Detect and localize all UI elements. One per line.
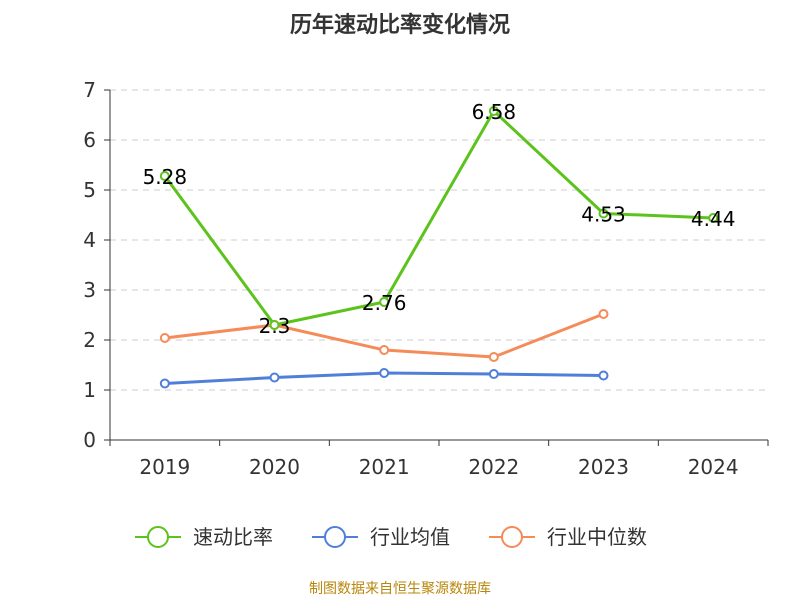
data-point[interactable] <box>708 213 719 223</box>
data-point[interactable] <box>598 370 609 381</box>
y-tick-label: 1 <box>83 378 96 402</box>
grid-lines <box>110 89 768 391</box>
x-tick-label: 2023 <box>578 455 629 479</box>
x-tick-label: 2020 <box>249 455 300 479</box>
y-tick-label: 7 <box>83 78 96 102</box>
data-point[interactable] <box>159 378 170 389</box>
x-tick-label: 2019 <box>139 455 190 479</box>
legend-label: 行业中位数 <box>547 525 647 549</box>
data-point[interactable] <box>269 372 280 383</box>
legend-marker <box>501 526 523 548</box>
axes: 0 1 2 3 4 5 6 7 2019 2020 2021 2022 2023 2024 <box>83 78 769 479</box>
data-point[interactable] <box>269 320 280 330</box>
data-label: 4.53 <box>581 203 626 227</box>
data-label: 6.58 <box>472 100 517 124</box>
y-tick-label: 3 <box>83 278 96 302</box>
legend-item[interactable]: 行业中位数 <box>489 525 647 549</box>
y-tick-label: 6 <box>83 128 96 152</box>
series-line <box>163 109 714 327</box>
legend[interactable]: 速动比率 行业均值 行业中位数 <box>135 525 647 549</box>
data-point[interactable] <box>488 369 499 379</box>
y-tick-label: 2 <box>83 328 96 352</box>
legend-item[interactable]: 速动比率 <box>135 525 273 549</box>
data-labels: 5.28 2.3 2.76 6.58 4.53 4.44 <box>143 100 736 338</box>
legend-marker <box>147 526 169 548</box>
x-tick-label: 2024 <box>688 455 739 479</box>
y-tick-label: 4 <box>83 228 96 252</box>
data-point[interactable] <box>598 208 609 219</box>
legend-label: 速动比率 <box>193 525 273 549</box>
data-label: 2.3 <box>259 314 291 338</box>
data-label: 5.28 <box>143 165 188 189</box>
source-note: 制图数据来自恒生聚源数据库 <box>309 581 491 597</box>
data-point[interactable] <box>488 352 499 362</box>
data-point[interactable] <box>379 297 390 307</box>
legend-marker <box>324 526 346 548</box>
data-point[interactable] <box>598 309 609 319</box>
legend-label: 行业均值 <box>370 525 450 549</box>
x-tick-label: 2021 <box>359 455 410 479</box>
data-point[interactable] <box>379 368 390 378</box>
data-label: 2.76 <box>362 291 407 315</box>
y-tick-label: 0 <box>83 428 96 452</box>
data-point[interactable] <box>379 345 390 355</box>
data-label: 4.44 <box>691 207 736 231</box>
series-group <box>159 106 719 389</box>
x-tick-label: 2022 <box>468 455 519 479</box>
data-point[interactable] <box>488 106 499 116</box>
data-point[interactable] <box>159 171 170 181</box>
data-point[interactable] <box>159 333 170 343</box>
legend-item[interactable]: 行业均值 <box>312 525 450 549</box>
chart-title: 历年速动比率变化情况 <box>290 12 510 38</box>
y-tick-label: 5 <box>83 178 96 202</box>
